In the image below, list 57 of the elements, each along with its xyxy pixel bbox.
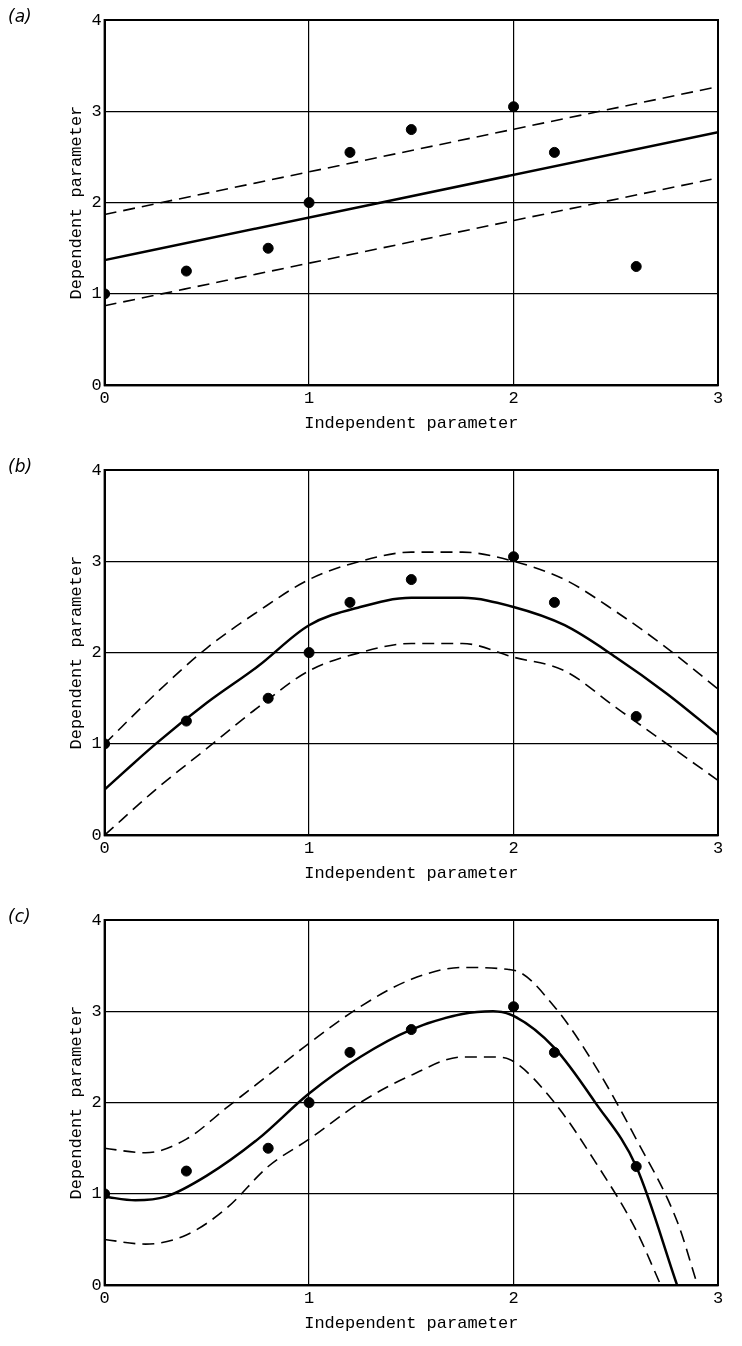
x-axis-title: Independent parameter: [304, 414, 519, 434]
point: [630, 711, 642, 723]
x-tick-label: 3: [712, 388, 724, 408]
y-tick-label: 0: [91, 825, 102, 845]
point: [630, 261, 642, 273]
y-tick-label: 0: [91, 1275, 102, 1295]
point: [303, 197, 315, 209]
x-tick-label: 3: [712, 838, 724, 858]
point: [303, 647, 315, 659]
x-axis-title: Independent parameter: [304, 1314, 519, 1334]
y-tick-label: 1: [91, 1184, 102, 1204]
x-tick-label: 3: [712, 1288, 724, 1308]
point: [548, 596, 560, 608]
y-tick-label: 0: [91, 375, 102, 395]
point: [630, 1161, 642, 1173]
x-tick-label: 2: [508, 838, 519, 858]
chart-title: (c): [8, 906, 31, 926]
point: [405, 124, 417, 136]
point: [180, 265, 192, 277]
chart-title: (b): [8, 456, 33, 476]
point: [344, 1046, 356, 1058]
point: [508, 1001, 520, 1013]
x-tick-label: 1: [303, 838, 315, 858]
y-axis-title: Dependent parameter: [66, 555, 86, 750]
x-tick-label: 2: [508, 388, 519, 408]
y-tick-label: 2: [91, 1093, 102, 1113]
point: [180, 715, 192, 727]
y-tick-label: 1: [91, 734, 102, 754]
point: [405, 1024, 417, 1036]
point: [262, 242, 274, 254]
y-tick-label: 1: [91, 284, 102, 304]
y-axis-title: Dependent parameter: [66, 105, 86, 300]
y-tick-label: 3: [91, 551, 102, 571]
chart-title: (a): [8, 6, 32, 26]
y-tick-label: 4: [91, 910, 102, 930]
x-tick-label: 1: [303, 1288, 315, 1308]
point: [303, 1097, 315, 1109]
point: [344, 596, 356, 608]
x-tick-label: 2: [508, 1288, 519, 1308]
point: [180, 1165, 192, 1177]
y-tick-label: 2: [91, 643, 102, 663]
y-tick-label: 4: [91, 10, 102, 30]
point: [548, 146, 560, 158]
y-tick-label: 2: [91, 193, 102, 213]
point: [344, 146, 356, 158]
x-tick-label: 1: [303, 388, 315, 408]
y-tick-label: 3: [91, 1001, 102, 1021]
y-tick-label: 4: [91, 460, 102, 480]
point: [262, 1142, 274, 1154]
y-tick-label: 3: [91, 101, 102, 121]
point: [548, 1046, 560, 1058]
point: [262, 692, 274, 704]
x-axis-title: Independent parameter: [304, 864, 519, 884]
point: [508, 101, 520, 113]
point: [405, 574, 417, 586]
point: [508, 551, 520, 563]
y-axis-title: Dependent parameter: [66, 1005, 86, 1200]
